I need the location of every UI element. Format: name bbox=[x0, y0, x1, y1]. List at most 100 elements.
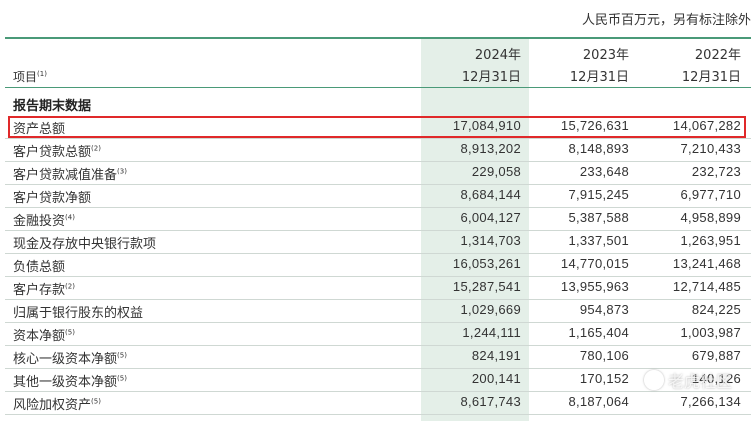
table-row: 资产总额 17,084,910 15,726,631 14,067,282 bbox=[0, 116, 751, 139]
row-value-2022: 12,714,485 bbox=[672, 279, 741, 294]
col-2024-date: 12月31日 bbox=[461, 70, 521, 85]
table-row: 客户贷款总额(2) 8,913,202 8,148,893 7,210,433 bbox=[0, 139, 751, 162]
row-value-2024: 1,029,669 bbox=[460, 302, 521, 317]
row-value-2023: 5,387,588 bbox=[568, 210, 629, 225]
table-body: 资产总额 17,084,910 15,726,631 14,067,282 客户贷款总额… bbox=[0, 116, 751, 415]
row-value-2022: 6,977,710 bbox=[680, 187, 741, 202]
row-label-text: 核心一级资本净额 bbox=[13, 352, 118, 367]
row-footnote: (5) bbox=[91, 397, 101, 406]
row-value-2024: 6,004,127 bbox=[460, 210, 521, 225]
row-label: 客户贷款总额(2) bbox=[13, 141, 101, 160]
row-label: 负债总额 bbox=[13, 256, 65, 275]
row-label-text: 客户贷款总额 bbox=[13, 145, 92, 160]
row-label-text: 现金及存放中央银行款项 bbox=[13, 237, 157, 252]
row-value-2022: 1,003,987 bbox=[680, 325, 741, 340]
table-row: 归属于银行股东的权益 1,029,669 954,873 824,225 bbox=[0, 300, 751, 323]
row-divider bbox=[5, 207, 751, 208]
col-2023-date: 12月31日 bbox=[569, 70, 629, 85]
unit-note: 人民币百万元，另有标注除外 bbox=[581, 13, 751, 28]
watermark: 老虎社区 bbox=[644, 368, 732, 392]
item-header-note: (1) bbox=[37, 70, 47, 78]
watermark-text: 老虎社区 bbox=[668, 372, 733, 391]
row-value-2022: 140,126 bbox=[691, 371, 741, 386]
table-row: 核心一级资本净额(5) 824,191 780,106 679,887 bbox=[0, 346, 751, 369]
row-divider bbox=[5, 138, 751, 139]
table-row: 风险加权资产(5) 8,617,743 8,187,064 7,266,134 bbox=[0, 392, 751, 415]
row-footnote: (4) bbox=[65, 213, 75, 222]
table-row: 客户贷款减值准备(3) 229,058 233,648 232,723 bbox=[0, 162, 751, 185]
row-value-2024: 8,913,202 bbox=[460, 141, 521, 156]
row-value-2023: 233,648 bbox=[579, 164, 629, 179]
top-rule bbox=[5, 37, 751, 39]
table-row: 客户存款(2) 15,287,541 13,955,963 12,714,485 bbox=[0, 277, 751, 300]
row-divider bbox=[5, 345, 751, 346]
row-label: 客户贷款减值准备(3) bbox=[13, 164, 127, 183]
highlight-box bbox=[8, 116, 746, 138]
row-value-2024: 8,617,743 bbox=[460, 394, 521, 409]
row-value-2023: 954,873 bbox=[579, 302, 629, 317]
row-label-text: 资产总额 bbox=[13, 122, 66, 137]
row-label: 资本净额(5) bbox=[13, 325, 75, 344]
col-2024-year: 2024年 bbox=[474, 48, 521, 63]
row-divider bbox=[5, 184, 751, 185]
row-value-2024: 8,684,144 bbox=[460, 187, 521, 202]
item-column-header: 项目(1) bbox=[13, 68, 47, 85]
row-value-2022: 1,263,951 bbox=[680, 233, 741, 248]
col-2023-year: 2023年 bbox=[582, 48, 629, 63]
row-value-2023: 8,148,893 bbox=[568, 141, 629, 156]
table-row: 资本净额(5) 1,244,111 1,165,404 1,003,987 bbox=[0, 323, 751, 346]
row-label-text: 归属于银行股东的权益 bbox=[13, 306, 144, 321]
row-value-2023: 780,106 bbox=[579, 348, 629, 363]
row-value-2022: 679,887 bbox=[691, 348, 741, 363]
row-value-2022: 232,723 bbox=[691, 164, 741, 179]
row-value-2024: 824,191 bbox=[471, 348, 521, 363]
row-value-2024: 200,141 bbox=[471, 371, 521, 386]
row-value-2023: 13,955,963 bbox=[560, 279, 629, 294]
row-label: 客户贷款净额 bbox=[13, 187, 91, 206]
row-label-text: 风险加权资产 bbox=[13, 398, 92, 413]
row-value-2024: 1,244,111 bbox=[462, 325, 521, 340]
row-footnote: (2) bbox=[91, 144, 101, 153]
row-label-text: 负债总额 bbox=[13, 260, 66, 275]
table-row: 现金及存放中央银行款项 1,314,703 1,337,501 1,263,951 bbox=[0, 231, 751, 254]
row-label: 风险加权资产(5) bbox=[13, 394, 101, 413]
row-label: 核心一级资本净额(5) bbox=[13, 348, 127, 367]
row-divider bbox=[5, 161, 751, 162]
row-footnote: (5) bbox=[65, 328, 75, 337]
row-value-2023: 170,152 bbox=[579, 371, 629, 386]
table-row: 客户贷款净额 8,684,144 7,915,245 6,977,710 bbox=[0, 185, 751, 208]
row-label: 客户存款(2) bbox=[13, 279, 75, 298]
row-value-2023: 14,770,015 bbox=[560, 256, 629, 271]
col-2022-date: 12月31日 bbox=[681, 70, 741, 85]
item-header-label: 项目 bbox=[13, 70, 38, 84]
row-label-text: 客户贷款减值准备 bbox=[13, 168, 118, 183]
section-title: 报告期末数据 bbox=[13, 99, 92, 114]
row-label: 资产总额 bbox=[13, 118, 65, 137]
row-label-text: 客户存款 bbox=[13, 283, 66, 298]
row-divider bbox=[5, 414, 751, 415]
row-label: 其他一级资本净额(5) bbox=[13, 371, 127, 390]
row-label-text: 客户贷款净额 bbox=[13, 191, 92, 206]
table-row: 其他一级资本净额(5) 200,141 170,152 140,126 bbox=[0, 369, 751, 392]
row-value-2022: 824,225 bbox=[691, 302, 741, 317]
row-value-2022: 4,958,899 bbox=[680, 210, 741, 225]
watermark-logo-icon bbox=[644, 370, 664, 390]
row-value-2023: 1,337,501 bbox=[568, 233, 629, 248]
row-divider bbox=[5, 299, 751, 300]
row-value-2024: 16,053,261 bbox=[452, 256, 521, 271]
row-label: 金融投资(4) bbox=[13, 210, 75, 229]
row-footnote: (3) bbox=[117, 167, 127, 176]
row-label: 归属于银行股东的权益 bbox=[13, 302, 143, 321]
row-divider bbox=[5, 368, 751, 369]
row-value-2024: 229,058 bbox=[471, 164, 521, 179]
row-label-text: 其他一级资本净额 bbox=[13, 375, 118, 390]
row-footnote: (5) bbox=[117, 351, 127, 360]
table-row: 负债总额 16,053,261 14,770,015 13,241,468 bbox=[0, 254, 751, 277]
header-rule bbox=[5, 87, 751, 88]
row-value-2024: 1,314,703 bbox=[460, 233, 521, 248]
row-footnote: (5) bbox=[117, 374, 127, 383]
row-value-2022: 7,210,433 bbox=[680, 141, 741, 156]
row-divider bbox=[5, 276, 751, 277]
row-label-text: 金融投资 bbox=[13, 214, 66, 229]
row-value-2022: 7,266,134 bbox=[680, 394, 741, 409]
